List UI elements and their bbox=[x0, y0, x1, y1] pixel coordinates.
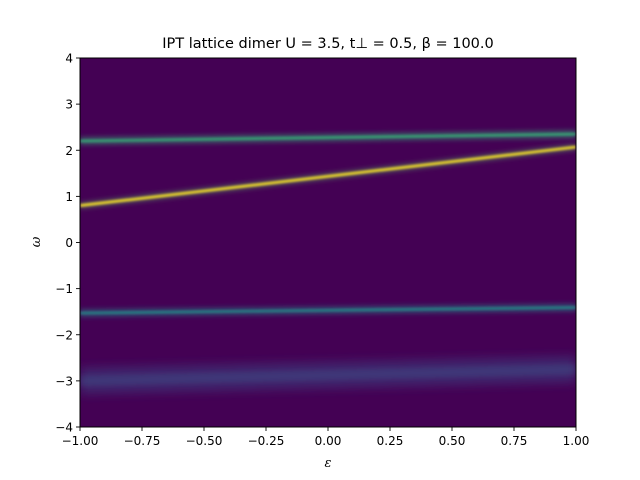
y-tick-label: 3 bbox=[65, 98, 73, 112]
x-tick-label: −0.50 bbox=[186, 434, 223, 448]
x-tick-label: 0.75 bbox=[501, 434, 528, 448]
y-axis-label: ω bbox=[29, 236, 44, 247]
y-tick-label: −3 bbox=[55, 374, 73, 388]
x-tick-label: 0.00 bbox=[315, 434, 342, 448]
x-axis-label: ε bbox=[325, 456, 332, 471]
y-tick-label: −1 bbox=[55, 282, 73, 296]
x-tick-label: 0.50 bbox=[439, 434, 466, 448]
x-tick-label: 1.00 bbox=[563, 434, 590, 448]
spectral-band-4-core bbox=[80, 364, 576, 386]
x-tick-label: −0.25 bbox=[248, 434, 285, 448]
spectral-band-3-core bbox=[80, 306, 576, 315]
plot-area bbox=[80, 58, 576, 427]
y-tick-label: 1 bbox=[65, 190, 73, 204]
spectral-band-1-core bbox=[80, 145, 576, 207]
chart-title: IPT lattice dimer U = 3.5, t⊥ = 0.5, β =… bbox=[162, 36, 494, 52]
x-tick-label: 0.25 bbox=[377, 434, 404, 448]
x-axis: −1.00 −0.75 −0.50 −0.25 0.00 0.25 0.50 0.75 1.00 bbox=[62, 427, 590, 448]
y-tick-label: 4 bbox=[65, 52, 73, 66]
y-tick-label: 0 bbox=[65, 236, 73, 250]
x-tick-label: −0.75 bbox=[124, 434, 161, 448]
spectral-band-2-core bbox=[80, 133, 576, 143]
y-tick-label: −4 bbox=[55, 421, 73, 435]
y-axis: −4 −3 −2 −1 0 1 2 3 4 bbox=[55, 52, 80, 435]
y-tick-label: −2 bbox=[55, 328, 73, 342]
y-tick-label: 2 bbox=[65, 144, 73, 158]
x-tick-label: −1.00 bbox=[62, 434, 99, 448]
